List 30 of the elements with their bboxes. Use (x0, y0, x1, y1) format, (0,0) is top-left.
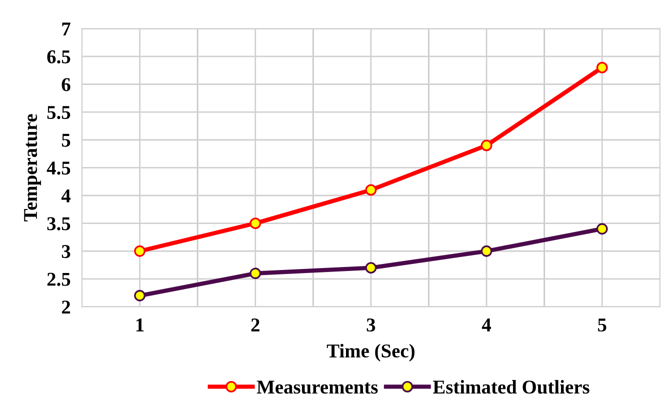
y-tick-label: 6 (62, 78, 70, 92)
x-tick-label: 3 (366, 318, 376, 332)
y-tick-label: 6.5 (47, 50, 70, 64)
legend-label: Measurements (256, 380, 378, 394)
point (480, 140, 492, 152)
x-axis-title: Time (Sec) (326, 344, 414, 362)
y-tick-label: 3.5 (47, 217, 70, 230)
y-tick-label: 4.5 (46, 162, 70, 175)
y-tick-label: 2.5 (47, 272, 70, 286)
point (480, 245, 492, 257)
x-tick-label: 5 (598, 318, 606, 332)
point (250, 218, 262, 230)
point (365, 262, 377, 274)
x-tick-label: 4 (482, 318, 492, 332)
point (250, 268, 262, 280)
y-tick-label: 7 (62, 22, 70, 36)
y-tick-label: 5 (62, 134, 70, 147)
y-tick-label: 5.5 (47, 106, 70, 120)
y-tick-label: 3 (62, 244, 70, 258)
point (596, 62, 608, 74)
legend-label: Estimated Outliers (432, 380, 590, 394)
point (365, 184, 377, 196)
y-tick-label: 4 (61, 189, 71, 202)
point (134, 290, 146, 302)
y-axis-title: Temperature (24, 114, 42, 222)
y-tick-label: 2 (62, 300, 70, 314)
x-tick-label: 2 (251, 318, 260, 332)
x-tick-label: 1 (136, 318, 144, 332)
point (596, 223, 608, 235)
point (134, 245, 146, 257)
